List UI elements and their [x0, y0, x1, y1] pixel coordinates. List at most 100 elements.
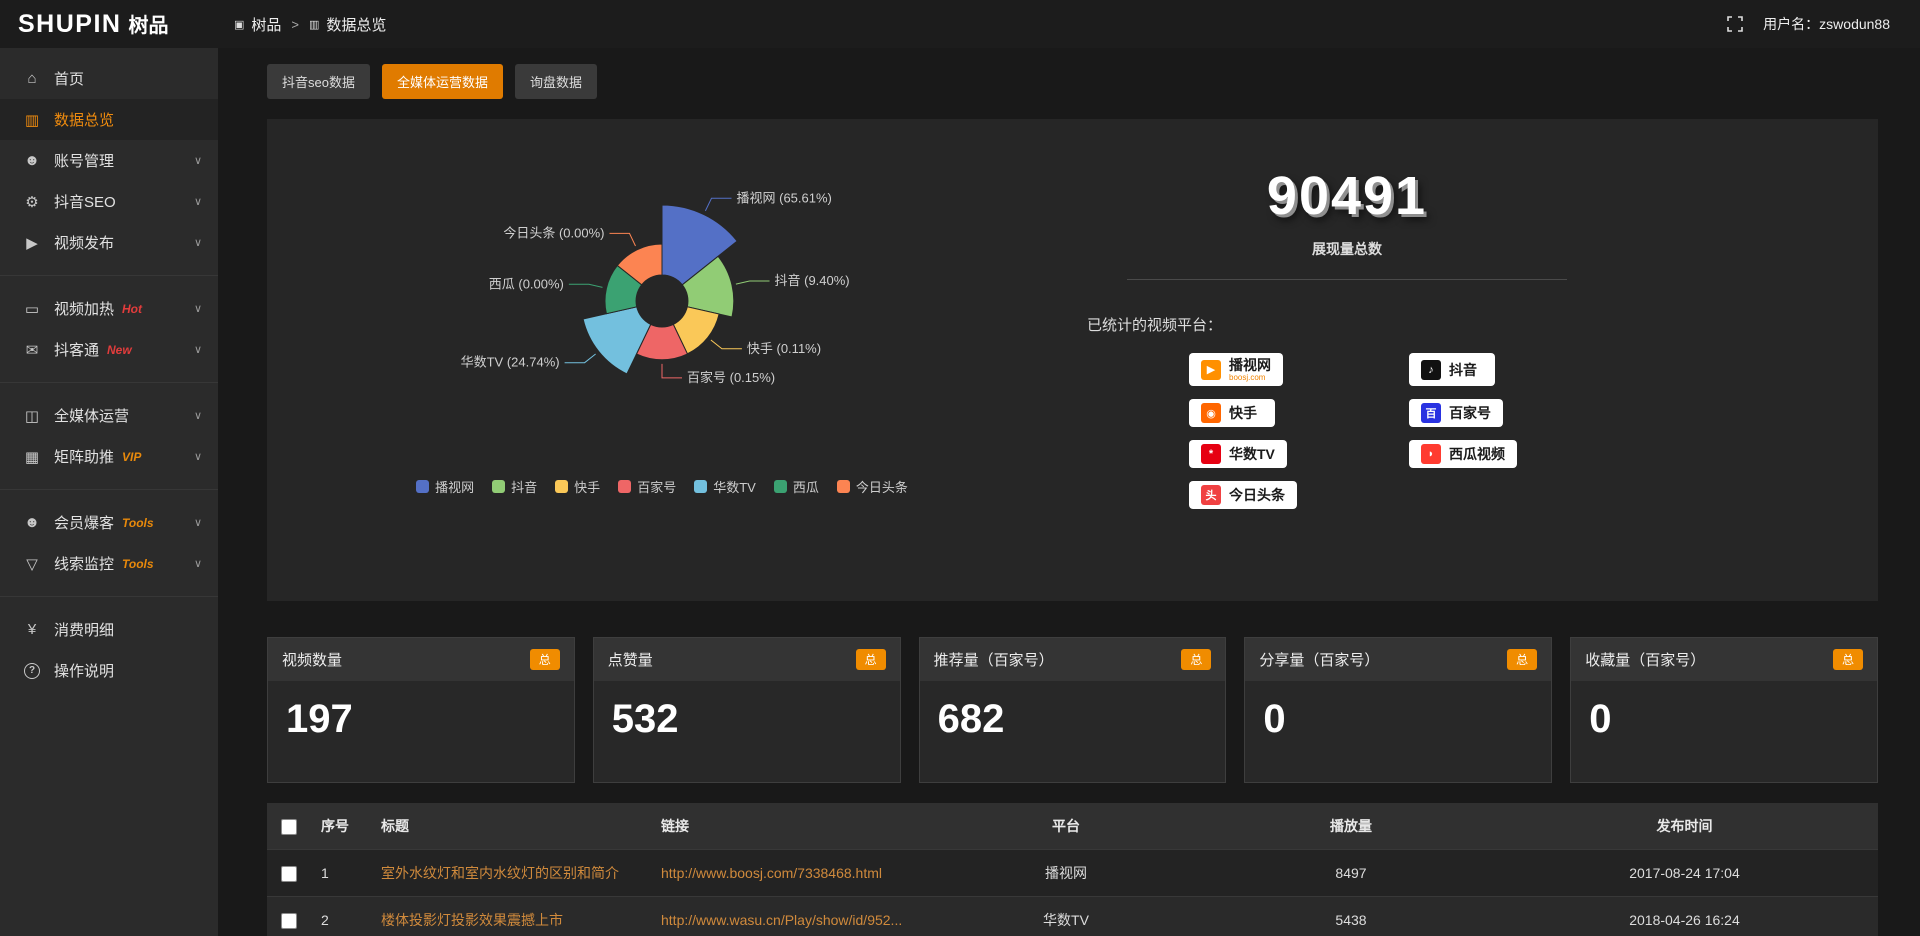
tab-omni-media-data[interactable]: 全媒体运营数据 — [381, 64, 503, 99]
sidebar-item-operation-guide[interactable]: ? 操作说明 — [0, 650, 218, 691]
video-url-link[interactable]: http://www.boosj.com/7338468.html — [661, 865, 883, 881]
legend-item-wasu[interactable]: 华数TV — [694, 477, 756, 496]
platform-badge-baijiahao: 百百家号 — [1409, 399, 1503, 428]
douyin-logo-icon: ♪ — [1421, 359, 1441, 380]
pie-label-kuaishou: 快手 (0.11%) — [747, 341, 821, 356]
sidebar-item-video-publish[interactable]: ▶ 视频发布 ∨ — [0, 222, 218, 263]
breadcrumb: ▣ 树品 > ▥ 数据总览 — [234, 14, 386, 35]
pie-label-boosj: 播视网 (65.61%) — [737, 190, 832, 205]
app-logo[interactable]: SHUPIN 树品 — [0, 9, 218, 39]
platform-text: 抖音 — [1449, 362, 1477, 378]
total-badge[interactable]: 总 — [529, 649, 560, 670]
stat-card-title: 收藏量（百家号） — [1585, 652, 1706, 669]
chevron-down-icon: ∨ — [193, 517, 202, 529]
cell-plays: 8497 — [1211, 849, 1491, 897]
pie-slice-toutiao[interactable] — [616, 243, 663, 286]
sidebar-item-video-heating[interactable]: ▭ 视频加热 Hot ∨ — [0, 288, 218, 329]
pie-slice-baijiahao[interactable] — [635, 323, 689, 361]
summary-center-block: 90491 展现量总数 — [1077, 165, 1617, 280]
screen-icon: ◫ — [24, 407, 40, 425]
total-badge[interactable]: 总 — [1507, 649, 1538, 670]
tab-douyin-seo-data[interactable]: 抖音seo数据 — [267, 64, 370, 99]
row-checkbox[interactable] — [281, 865, 297, 882]
pie-slice-wasu[interactable] — [582, 306, 652, 375]
platform-badge-toutiao: 头今日头条 — [1189, 481, 1297, 510]
legend-item-boosj[interactable]: 播视网 — [416, 477, 474, 496]
fullscreen-icon[interactable] — [1727, 16, 1743, 32]
kuaishou-logo-icon: ◉ — [1201, 403, 1221, 424]
sidebar-item-consumption-detail[interactable]: ¥ 消费明细 — [0, 609, 218, 650]
sidebar-item-badge: Hot — [122, 301, 143, 316]
cell-title: 楼体投影灯投影效果震撼上市 — [371, 896, 651, 936]
legend-item-toutiao[interactable]: 今日头条 — [836, 477, 908, 496]
legend-swatch — [492, 480, 506, 493]
select-all-checkbox[interactable] — [281, 818, 297, 835]
legend-item-baijiahao[interactable]: 百家号 — [618, 477, 676, 496]
sidebar-item-omni-media[interactable]: ◫ 全媒体运营 ∨ — [0, 395, 218, 436]
platform-name: 今日头条 — [1229, 487, 1285, 504]
video-url-link[interactable]: http://www.wasu.cn/Play/show/id/952... — [661, 912, 903, 928]
sidebar-item-lead-monitor[interactable]: ▽ 线索监控 Tools ∨ — [0, 543, 218, 584]
tab-inquiry-data[interactable]: 询盘数据 — [514, 64, 597, 99]
stat-card-title: 分享量（百家号） — [1259, 652, 1380, 669]
sidebar-item-douyin-seo[interactable]: ⚙ 抖音SEO ∨ — [0, 181, 218, 222]
sidebar-item-label: 视频加热 — [54, 301, 115, 318]
col-title: 标题 — [381, 818, 409, 834]
summary-section: 90491 展现量总数 已统计的视频平台： ▶ 播视网 boosj.com ♪ 抖音 ◉ 快… — [1057, 119, 1878, 601]
stat-card-like-count: 点赞量 总 532 — [592, 637, 901, 783]
row-checkbox[interactable] — [281, 912, 297, 929]
table-row[interactable]: 2 楼体投影灯投影效果震撼上市 http://www.wasu.cn/Play/sh… — [267, 896, 1878, 936]
filter-icon: ▽ — [26, 555, 38, 573]
sidebar-item-douketong[interactable]: ✉ 抖客通 New ∨ — [0, 329, 218, 370]
rose-pie-chart[interactable]: 播视网 (65.61%) 抖音 (9.40%) 快手 (0.11%) 百家号 (0.1… — [282, 133, 1042, 463]
main-content: 抖音seo数据 全媒体运营数据 询盘数据 播视网 (65.61%) 抖音 (9.40%… — [218, 48, 1920, 936]
pie-slice-kuaishou[interactable] — [672, 306, 720, 355]
cell-platform: 播视网 — [921, 849, 1211, 897]
sidebar-item-matrix-boost[interactable]: ▦ 矩阵助推 VIP ∨ — [0, 436, 218, 477]
chevron-down-icon: ∨ — [193, 410, 202, 422]
stat-card-value: 197 — [286, 697, 353, 741]
chevron-down-icon: ∨ — [193, 558, 202, 570]
legend-label: 抖音 — [511, 480, 538, 495]
chevron-down-icon: ∨ — [193, 155, 202, 167]
layout: ⌂ 首页 ▥ 数据总览 ☻ 账号管理 ∨ ⚙ 抖音SEO ∨ ▶ 视频发布 ∨ ▭ 视频加热 Hot ∨ ✉ 抖客通… — [0, 48, 1920, 936]
total-badge[interactable]: 总 — [1832, 649, 1863, 670]
sidebar-item-data-overview[interactable]: ▥ 数据总览 — [0, 99, 218, 140]
platform-name: 抖音 — [1449, 361, 1477, 378]
stat-card-title: 推荐量（百家号） — [933, 652, 1054, 669]
total-badge[interactable]: 总 — [1181, 649, 1212, 670]
sidebar-divider — [0, 489, 218, 490]
table-row[interactable]: 1 室外水纹灯和室内水纹灯的区别和简介 http://www.boosj.com/7… — [267, 849, 1878, 897]
legend-item-xigua[interactable]: 西瓜 — [773, 477, 819, 496]
sidebar-item-label: 视频发布 — [54, 235, 115, 252]
cell-plays: 5438 — [1211, 896, 1491, 936]
sidebar-item-label: 操作说明 — [54, 663, 115, 680]
platform-text: 播视网 boosj.com — [1229, 357, 1271, 382]
stat-card-header: 点赞量 总 — [593, 638, 900, 681]
username-label[interactable]: 用户名：zswodun88 — [1763, 16, 1890, 32]
col-index: 序号 — [321, 818, 349, 834]
sidebar-item-home[interactable]: ⌂ 首页 — [0, 58, 218, 99]
pie-slice-boosj[interactable] — [661, 204, 738, 286]
video-title-link[interactable]: 楼体投影灯投影效果震撼上市 — [381, 912, 563, 928]
total-badge[interactable]: 总 — [855, 649, 886, 670]
sidebar-item-account-management[interactable]: ☻ 账号管理 ∨ — [0, 140, 218, 181]
stat-card-favorite-count: 收藏量（百家号） 总 0 — [1570, 637, 1878, 783]
stat-card-title: 点赞量 — [607, 652, 653, 669]
legend-item-douyin[interactable]: 抖音 — [492, 477, 537, 496]
pie-label-line-baijiahao — [661, 363, 682, 379]
legend-item-kuaishou[interactable]: 快手 — [555, 477, 600, 496]
legend-label: 播视网 — [435, 480, 475, 495]
video-title-link[interactable]: 室外水纹灯和室内水纹灯的区别和简介 — [381, 865, 619, 881]
breadcrumb-root[interactable]: 树品 — [251, 16, 282, 34]
sidebar-item-label: 全媒体运营 — [54, 408, 130, 425]
pie-slice-douyin[interactable] — [681, 255, 735, 318]
sidebar-item-label: 抖音SEO — [54, 194, 116, 211]
col-platform: 平台 — [1052, 818, 1080, 834]
pie-label-line-douyin — [735, 280, 770, 285]
sidebar-divider — [0, 596, 218, 597]
sidebar-item-member-burst[interactable]: ☻ 会员爆客 Tools ∨ — [0, 502, 218, 543]
breadcrumb-current[interactable]: 数据总览 — [326, 16, 387, 34]
cell-index: 2 — [311, 896, 371, 936]
sidebar-item-label: 首页 — [54, 71, 85, 88]
